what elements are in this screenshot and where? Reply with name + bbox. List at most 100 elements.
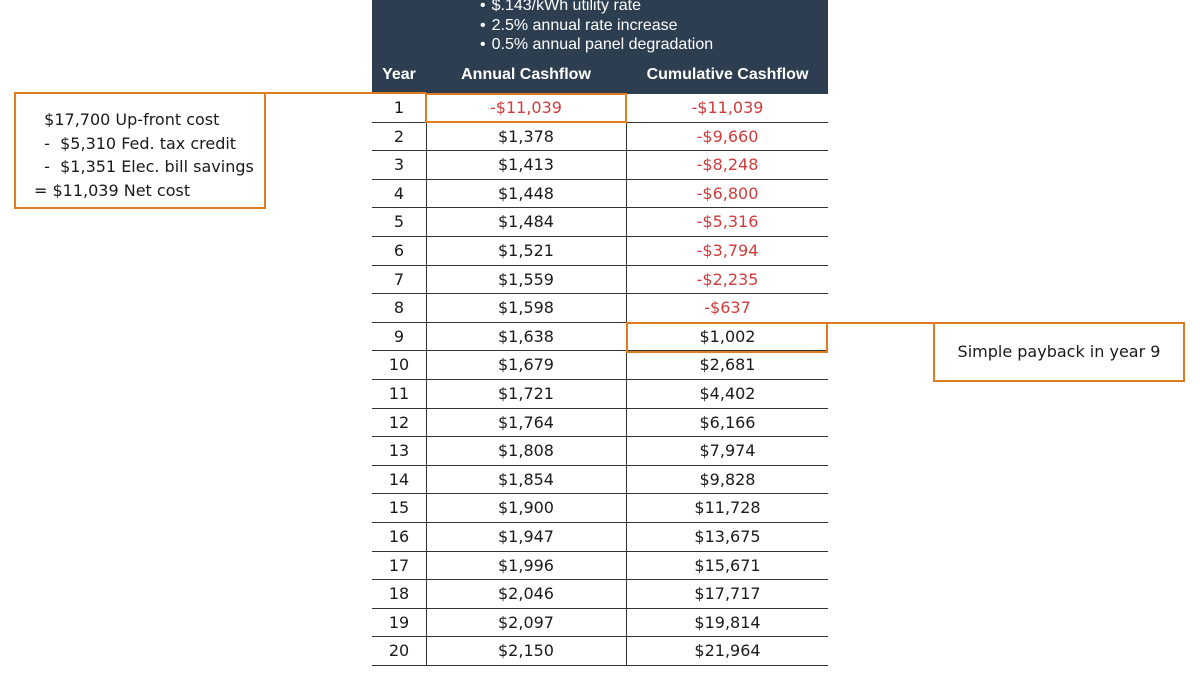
- annual-cashflow-cell: $1,521: [498, 240, 554, 260]
- cumulative-cashflow-cell: -$6,800: [696, 183, 759, 203]
- table-row: 3 $1,413 -$8,248: [372, 151, 828, 180]
- annual-cashflow-cell: $1,484: [498, 212, 554, 232]
- column-divider: [426, 294, 427, 322]
- year-cell: 4: [393, 183, 405, 203]
- cumulative-cashflow-cell: -$637: [704, 298, 751, 318]
- year-cell: 18: [388, 584, 410, 604]
- annual-cashflow-cell: $1,947: [498, 526, 554, 546]
- cumulative-cashflow-cell: -$8,248: [696, 155, 759, 175]
- annual-cashflow-cell: $1,598: [498, 298, 554, 318]
- cumulative-cashflow-cell: -$2,235: [696, 269, 759, 289]
- year-cell: 3: [393, 155, 405, 175]
- table-row: 16 $1,947 $13,675: [372, 522, 828, 552]
- column-divider: [426, 236, 427, 265]
- column-divider: [426, 608, 427, 637]
- table-row: 14 $1,854 $9,828: [372, 465, 828, 495]
- table-row: 7 $1,559 -$2,235: [372, 265, 828, 295]
- column-divider: [426, 351, 427, 379]
- callout-line-net-cost: = $11,039 Net cost: [34, 180, 191, 200]
- year-cell: 1: [393, 98, 405, 117]
- year-cell: 17: [388, 555, 410, 575]
- table-row: 18 $2,046 $17,717: [372, 580, 828, 609]
- year-cell: 8: [393, 298, 405, 318]
- column-divider: [626, 208, 627, 236]
- assumption-item: 0.5% annual panel degradation: [480, 35, 714, 55]
- column-divider: [626, 522, 627, 551]
- column-divider: [626, 179, 627, 208]
- column-divider: [426, 494, 427, 522]
- cumulative-cashflow-cell: $15,671: [694, 555, 761, 575]
- column-divider: [626, 294, 627, 322]
- column-divider: [626, 494, 627, 522]
- column-divider: [426, 179, 427, 208]
- table-row: 4 $1,448 -$6,800: [372, 179, 828, 209]
- assumption-item: 2.5% annual rate increase: [480, 16, 713, 36]
- cumulative-cashflow-cell: $4,402: [699, 383, 756, 403]
- column-divider: [426, 122, 427, 151]
- column-divider: [626, 351, 627, 379]
- annual-cashflow-cell: $1,721: [498, 383, 554, 403]
- cumulative-cashflow-cell: $6,166: [699, 412, 756, 432]
- cumulative-cashflow-cell: -$5,316: [696, 212, 759, 232]
- column-divider: [626, 551, 627, 580]
- cumulative-cashflow-cell: $7,974: [699, 441, 756, 461]
- annual-cashflow-cell: $1,448: [498, 183, 554, 203]
- year-cell: 15: [388, 498, 410, 518]
- column-divider: [426, 408, 427, 437]
- column-divider: [426, 379, 427, 408]
- year-cell: 13: [388, 441, 410, 461]
- year-cell: 10: [388, 355, 410, 375]
- column-header-year: Year: [382, 66, 416, 83]
- table-row: 13 $1,808 $7,974: [372, 437, 828, 466]
- table-row: 12 $1,764 $6,166: [372, 408, 828, 438]
- column-header-cumulative: Cumulative Cashflow: [646, 66, 809, 83]
- table-row: 20 $2,150 $21,964: [372, 637, 828, 666]
- callout-line-tax-credit: - $5,310 Fed. tax credit: [34, 133, 237, 153]
- table-row: 8 $1,598 -$637: [372, 294, 828, 323]
- table-row: 15 $1,900 $11,728: [372, 494, 828, 523]
- year-cell: 11: [388, 383, 410, 403]
- year-cell: 12: [388, 412, 410, 432]
- cumulative-cashflow-cell: $21,964: [694, 641, 761, 661]
- column-divider: [626, 265, 627, 294]
- year-cell: 2: [393, 126, 405, 146]
- year-cell: 14: [388, 469, 410, 489]
- cumulative-cashflow-cell: -$3,794: [696, 240, 759, 260]
- year-cell: 7: [393, 269, 405, 289]
- cumulative-cashflow-cell: $1,002: [699, 326, 756, 346]
- annual-cashflow-cell: $2,097: [498, 612, 554, 632]
- column-divider: [626, 608, 627, 637]
- column-divider: [426, 551, 427, 580]
- annual-cashflow-cell: $1,808: [498, 441, 554, 461]
- payback-leader-line: [828, 322, 934, 324]
- column-divider: [626, 122, 627, 151]
- cumulative-cashflow-cell: $13,675: [694, 526, 761, 546]
- annual-cashflow-cell: $2,150: [498, 641, 554, 661]
- table-body: 1 -$11,039 -$11,039 2 $1,378 -$9,660 3 $1,413 -$…: [372, 94, 828, 666]
- payback-callout: Simple payback in year 9: [933, 322, 1185, 382]
- annual-cashflow-cell: $1,764: [498, 412, 554, 432]
- column-divider: [426, 151, 427, 179]
- annual-cashflow-cell: $1,413: [498, 155, 554, 175]
- cashflow-table: $.143/kWh utility rate 2.5% annual rate …: [372, 0, 828, 675]
- column-divider: [626, 151, 627, 179]
- table-row: 5 $1,484 -$5,316: [372, 208, 828, 237]
- year-cell: 9: [393, 326, 405, 346]
- table-header: $.143/kWh utility rate 2.5% annual rate …: [372, 0, 828, 94]
- cumulative-cashflow-cell: $11,728: [694, 498, 761, 518]
- column-divider: [426, 322, 427, 351]
- year-cell: 6: [393, 240, 405, 260]
- annual-cashflow-cell: -$11,039: [490, 98, 562, 117]
- column-divider: [426, 522, 427, 551]
- annual-cashflow-cell: $1,638: [498, 326, 554, 346]
- cumulative-cashflow-cell: -$11,039: [691, 98, 764, 117]
- column-divider: [626, 236, 627, 265]
- cumulative-cashflow-cell: $2,681: [699, 355, 756, 375]
- column-divider: [626, 437, 627, 465]
- annual-cashflow-cell: $1,679: [498, 355, 554, 375]
- column-divider: [426, 580, 427, 608]
- column-divider: [426, 465, 427, 494]
- column-header-annual: Annual Cashflow: [461, 66, 591, 83]
- net-cost-callout: $17,700 Up-front cost - $5,310 Fed. tax …: [14, 92, 266, 209]
- table-row: 17 $1,996 $15,671: [372, 551, 828, 581]
